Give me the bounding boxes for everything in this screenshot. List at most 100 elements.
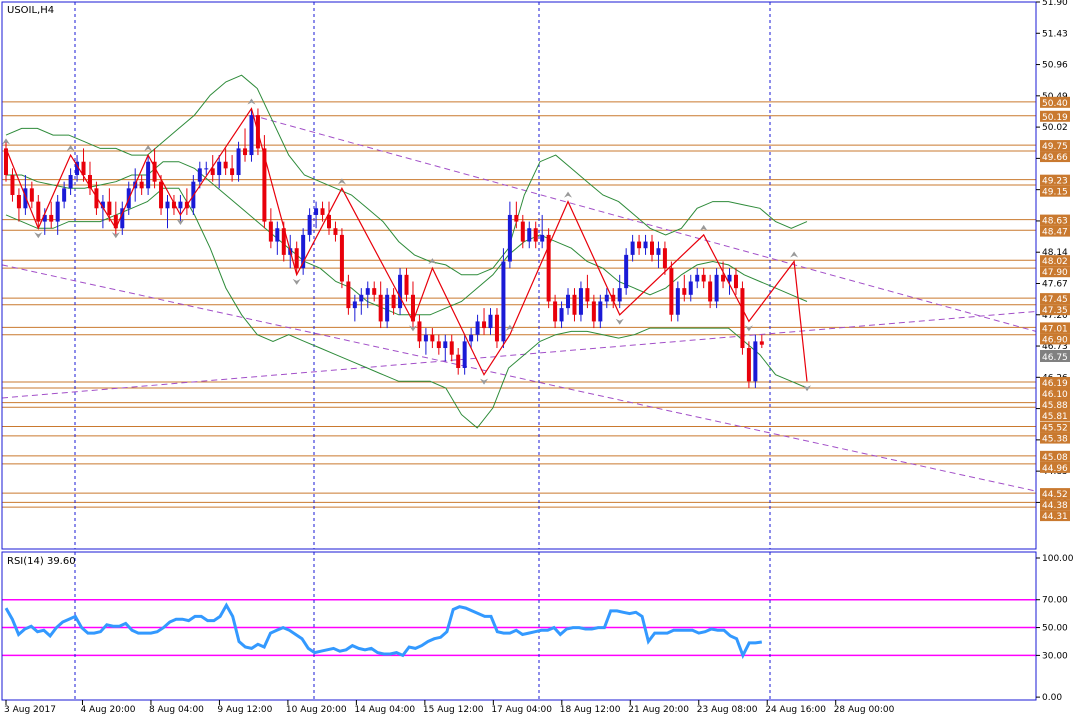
candle-body-47 bbox=[307, 214, 312, 235]
fractal-up-arrow-icon-8 bbox=[337, 178, 346, 185]
level-label-16: 45.88 bbox=[1042, 401, 1068, 411]
candle-body-106 bbox=[688, 281, 693, 295]
candle-body-67 bbox=[436, 341, 441, 349]
candle-body-61 bbox=[398, 274, 403, 309]
candle-body-57 bbox=[372, 288, 377, 295]
candle-body-99 bbox=[643, 241, 648, 249]
candle-body-63 bbox=[410, 294, 415, 322]
candle-body-83 bbox=[540, 234, 545, 242]
candle-body-21 bbox=[139, 181, 144, 189]
time-tick-label-7: 17 Aug 04:00 bbox=[491, 705, 552, 715]
time-tick-label-3: 9 Aug 12:00 bbox=[217, 705, 272, 715]
main-panel-frame bbox=[1, 1, 1037, 550]
candle-body-86 bbox=[559, 308, 564, 322]
level-lines bbox=[2, 101, 1036, 508]
candle-body-96 bbox=[624, 254, 629, 289]
candle-body-13 bbox=[87, 175, 92, 189]
level-label-3: 49.66 bbox=[1042, 153, 1068, 163]
fractal-arrows bbox=[2, 98, 812, 392]
candle-body-103 bbox=[669, 268, 674, 315]
time-tick-label-0: 3 Aug 2017 bbox=[4, 705, 56, 715]
candle-body-34 bbox=[223, 161, 228, 169]
fractal-up-arrow-icon-17 bbox=[790, 251, 799, 258]
time-tick-label-11: 24 Aug 16:00 bbox=[765, 705, 826, 715]
candle-body-79 bbox=[514, 214, 519, 222]
fractal-up-arrow-icon-13 bbox=[564, 191, 573, 198]
trend-upper bbox=[251, 114, 1037, 332]
level-label-box-23 bbox=[1040, 499, 1070, 511]
candle-body-75 bbox=[488, 314, 493, 329]
candle-body-24 bbox=[159, 181, 164, 209]
candle-body-116 bbox=[753, 341, 758, 382]
candle-body-62 bbox=[404, 274, 409, 295]
fractal-down-arrow-icon-11 bbox=[480, 378, 489, 385]
rsi-panel-frame bbox=[1, 551, 1037, 701]
candle-body-94 bbox=[611, 294, 616, 302]
level-label-box-11 bbox=[1040, 304, 1070, 316]
fractal-up-arrow-icon-10 bbox=[428, 258, 437, 265]
price-tick-label-4: 50.02 bbox=[1042, 123, 1068, 133]
candle-body-58 bbox=[378, 294, 383, 322]
level-label-box-20 bbox=[1040, 450, 1070, 462]
candle-body-95 bbox=[617, 288, 622, 302]
zigzag bbox=[5, 107, 808, 382]
candle-body-18 bbox=[120, 208, 125, 229]
fractal-down-arrow-icon-5 bbox=[176, 218, 185, 225]
level-label-6: 48.63 bbox=[1042, 217, 1068, 227]
level-label-13: 46.90 bbox=[1042, 335, 1068, 345]
candle-body-108 bbox=[701, 274, 706, 282]
rsi-time-grid bbox=[74, 552, 771, 700]
level-label-box-15 bbox=[1040, 387, 1070, 399]
level-label-24: 44.31 bbox=[1042, 512, 1068, 522]
candle-body-117 bbox=[759, 341, 764, 345]
candle-body-78 bbox=[507, 214, 512, 262]
level-label-box-16 bbox=[1040, 398, 1070, 410]
candle-body-90 bbox=[585, 288, 590, 302]
candle-body-3 bbox=[23, 188, 28, 209]
fractal-down-arrow-icon-3 bbox=[111, 232, 120, 239]
fractal-down-arrow-icon-18 bbox=[803, 385, 812, 392]
time-axis: 3 Aug 2017 4 Aug 20:00 8 Aug 04:00 9 Aug 12… bbox=[4, 700, 895, 715]
candle-body-10 bbox=[68, 175, 73, 189]
candle-body-31 bbox=[204, 168, 209, 170]
fractal-up-arrow-icon-2 bbox=[66, 145, 75, 152]
time-tick-label-1: 4 Aug 20:00 bbox=[80, 705, 135, 715]
level-label-4: 49.23 bbox=[1042, 177, 1068, 187]
current-price-label: 46.75 bbox=[1042, 353, 1068, 363]
candle-body-35 bbox=[230, 168, 235, 176]
candle-body-30 bbox=[197, 168, 202, 182]
level-label-22: 44.52 bbox=[1042, 490, 1068, 500]
fractal-up-arrow-icon-4 bbox=[144, 145, 153, 152]
candle-body-9 bbox=[62, 188, 67, 202]
candle-body-0 bbox=[4, 148, 8, 176]
rsi-tick-label-0: 100.00 bbox=[1042, 554, 1074, 564]
candle-body-41 bbox=[268, 221, 273, 242]
candle-body-25 bbox=[165, 201, 170, 209]
candle-body-1 bbox=[10, 175, 15, 195]
price-tick-label-8: 48.14 bbox=[1042, 248, 1068, 258]
level-label-box-9 bbox=[1040, 266, 1070, 278]
current-price-marker: 46.75 bbox=[1040, 350, 1070, 363]
bollinger-upper bbox=[5, 74, 808, 276]
candle-body-8 bbox=[55, 201, 60, 222]
level-label-box-6 bbox=[1040, 214, 1070, 226]
fractal-up-arrow-icon-15 bbox=[699, 224, 708, 231]
level-label-17: 45.81 bbox=[1042, 412, 1068, 422]
candle-body-17 bbox=[113, 214, 118, 229]
time-tick-label-4: 10 Aug 20:00 bbox=[286, 705, 347, 715]
level-label-2: 49.75 bbox=[1042, 142, 1068, 152]
candle-body-91 bbox=[591, 301, 596, 322]
level-label-14: 46.19 bbox=[1042, 379, 1068, 389]
candle-body-93 bbox=[604, 294, 609, 302]
time-tick-label-2: 8 Aug 04:00 bbox=[149, 705, 204, 715]
current-price-box bbox=[1040, 350, 1070, 362]
candle-body-14 bbox=[94, 188, 99, 209]
trend-lower bbox=[1, 264, 1037, 492]
candle-body-77 bbox=[501, 261, 506, 342]
time-tick-label-10: 23 Aug 08:00 bbox=[697, 705, 758, 715]
candle-body-73 bbox=[475, 321, 480, 335]
candle-body-7 bbox=[49, 214, 54, 222]
candle-body-50 bbox=[327, 214, 331, 229]
